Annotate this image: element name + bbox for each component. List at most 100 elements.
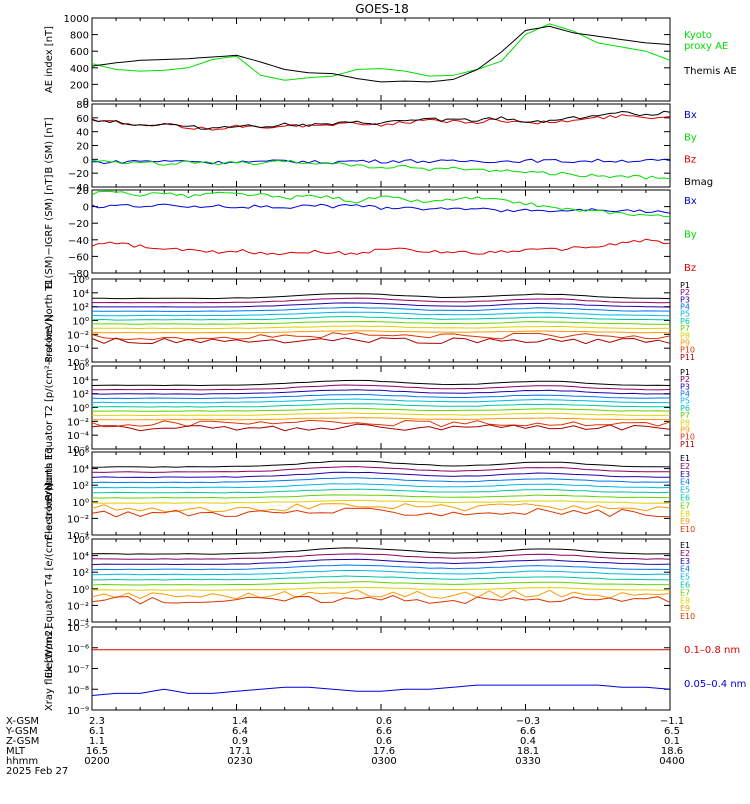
series-line-0 (91, 23, 671, 81)
y-tick-label: −80 (68, 269, 89, 280)
y-tick-label: 10⁻⁶ (67, 445, 89, 456)
y-tick-label: 20 (76, 186, 89, 197)
y-tick-label: 60 (76, 114, 89, 125)
legend-e2: E2 (680, 462, 690, 471)
legend-e1: E1 (680, 454, 690, 463)
channel-line-p7 (92, 407, 671, 412)
channel-line-e8 (91, 499, 671, 504)
legend-p4: P4 (680, 303, 690, 312)
legend-p8: P8 (680, 331, 690, 340)
y-tick-label: −40 (68, 236, 89, 247)
y-tick-label: 10⁻⁴ (67, 618, 89, 629)
panel-1: 0 200 400 600 800 1000 AE index [nT] Kyotoproxy… (44, 14, 737, 108)
orbit-value: −1.1 (660, 716, 684, 727)
y-tick-label: 200 (70, 80, 89, 91)
channel-line-p6 (91, 403, 671, 408)
y-tick-label: 10⁻⁴ (67, 431, 89, 442)
y-tick-label: 20 (76, 142, 89, 153)
y-axis-label: Protons North T1 (44, 278, 55, 362)
orbit-value: 6.5 (664, 726, 680, 737)
channel-line-p3 (91, 389, 671, 395)
legend-p9: P9 (680, 425, 690, 434)
orbit-value: 0230 (227, 756, 252, 767)
channel-line-p8 (91, 325, 671, 330)
legend-e6: E6 (680, 494, 690, 503)
legend-e5: E5 (680, 486, 690, 495)
channel-line-p5 (91, 398, 670, 404)
series-line-1 (91, 190, 671, 218)
legend-entry: By (684, 132, 697, 143)
orbit-value: 0400 (659, 756, 684, 767)
channel-line-p3 (92, 302, 671, 308)
orbit-value: 17.1 (229, 746, 251, 757)
y-tick-label: 800 (70, 31, 89, 42)
channel-line-e1 (91, 547, 671, 555)
y-tick-label: 400 (70, 64, 89, 75)
channel-line-e3 (91, 558, 671, 566)
legend-e10: E10 (680, 525, 695, 534)
channel-line-e9 (91, 503, 671, 513)
panel-frame (91, 538, 671, 623)
y-tick-label: 10⁴ (72, 465, 89, 476)
channel-line-e2 (91, 553, 671, 560)
legend-p5: P5 (680, 397, 690, 406)
orbit-value: 0.9 (232, 736, 248, 747)
legend-entry: By (684, 230, 697, 241)
orbit-value: 0200 (84, 756, 109, 767)
y-tick-label: 10⁶ (72, 362, 89, 373)
y-tick-label: 10⁻⁹ (67, 706, 89, 717)
y-axis-label: Electrons Equator T4 [e/(cm²-s-sr-keV)] (44, 483, 55, 678)
legend-p3: P3 (680, 382, 690, 391)
y-tick-label: 10⁻⁸ (67, 685, 89, 696)
panel-frame (91, 278, 671, 363)
y-axis-label: Protons Equator T2 [p/(cm²-s-sr-keV)] (44, 314, 55, 501)
channel-line-p8 (91, 412, 671, 416)
legend-p10: P10 (680, 346, 695, 355)
legend-e3: E3 (680, 557, 690, 566)
legend-p6: P6 (680, 404, 690, 413)
legend-e7: E7 (680, 588, 690, 597)
orbit-value: 0300 (371, 756, 396, 767)
y-tick-label: 10⁻² (67, 417, 89, 428)
y-tick-label: −60 (68, 252, 89, 263)
y-tick-label: 10⁰ (72, 317, 89, 328)
y-tick-label: 0 (83, 203, 89, 214)
y-axis-label: Electrons North T3 (44, 447, 55, 540)
legend-entry: Bx (684, 110, 697, 121)
plot-title: GOES-18 (355, 2, 409, 16)
panel-6: 10⁻⁴ 10⁻² 10⁰ 10² 10⁴ 10⁶ Electrons North T3 E1… (44, 447, 695, 542)
legend-p10: P10 (680, 433, 695, 442)
channel-line-e5 (91, 483, 671, 489)
y-axis-label: Xray flux [W/m2] (44, 626, 55, 711)
channel-line-p1 (91, 379, 671, 387)
orbit-value: 1.4 (232, 716, 248, 727)
y-tick-label: 10⁻⁴ (67, 344, 89, 355)
channel-line-e4 (91, 477, 671, 484)
y-tick-label: −40 (68, 183, 89, 194)
series-line-2 (91, 114, 671, 131)
orbit-value: 6.6 (520, 726, 536, 737)
channel-line-e6 (92, 575, 671, 581)
channel-line-p5 (91, 311, 671, 317)
legend-e6: E6 (680, 581, 690, 590)
orbit-value: 6.6 (376, 726, 392, 737)
y-tick-label: −20 (68, 219, 89, 230)
channel-line-e10 (91, 595, 671, 605)
y-tick-label: 10⁴ (72, 289, 89, 300)
orbit-value: 0.1 (664, 736, 680, 747)
legend-entry: Bz (684, 263, 696, 274)
panel-frame (91, 626, 671, 711)
orbit-value: 6.4 (232, 726, 248, 737)
orbit-row-label: Y-GSM (5, 726, 38, 737)
y-axis-label: B (SM)−IGRF (SM) [nT] (44, 174, 55, 288)
legend-p11: P11 (680, 440, 695, 449)
legend-p1: P1 (680, 368, 690, 377)
y-tick-label: 10⁰ (72, 404, 89, 415)
y-tick-label: 10⁻⁷ (67, 665, 89, 676)
y-tick-label: 10⁻⁵ (67, 623, 89, 634)
legend-entry: Kyoto (684, 30, 712, 41)
channel-line-e10 (91, 507, 671, 518)
y-tick-label: 1000 (64, 14, 89, 25)
